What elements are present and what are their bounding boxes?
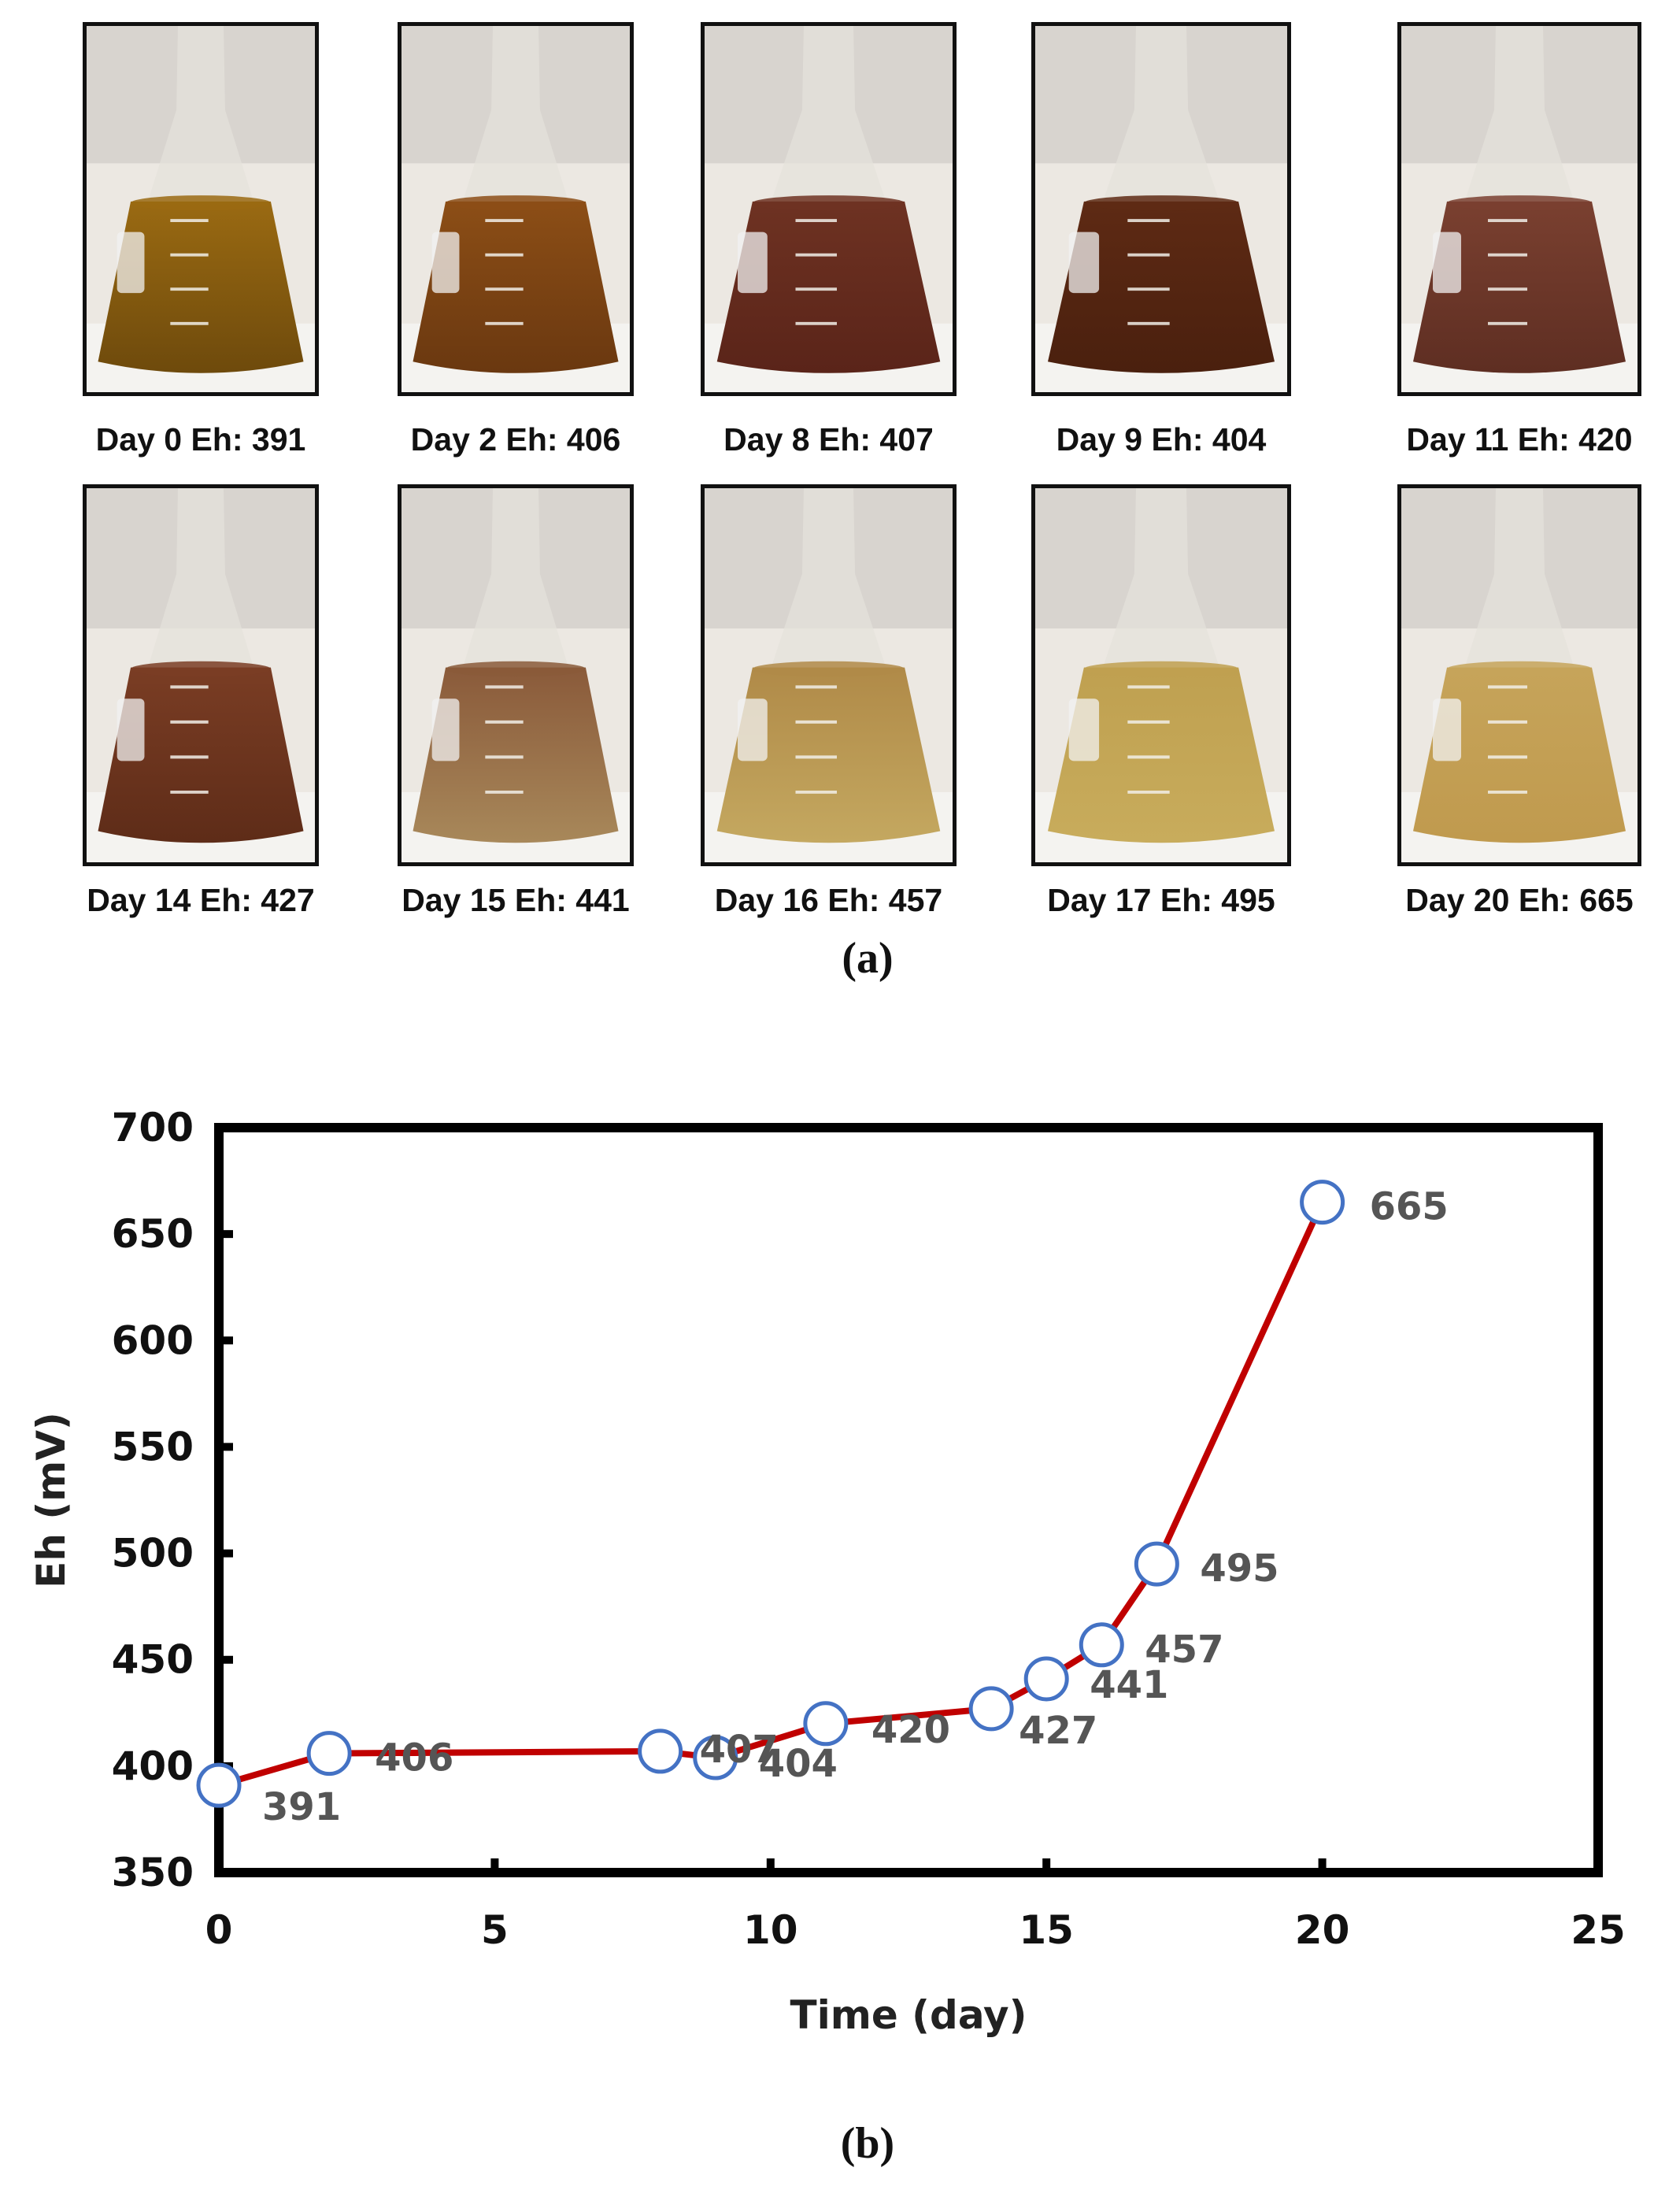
y-axis-title: Eh (mV) (28, 1412, 74, 1588)
flask-caption: Day 2 Eh: 406 (410, 421, 621, 458)
data-label: 495 (1200, 1547, 1279, 1591)
data-point (1079, 1622, 1124, 1668)
photo-grid: Day 0 Eh: 391 Day 2 Eh: 406 Day 8 Eh: 407 D… (0, 0, 1680, 1000)
flask-photo (398, 484, 634, 866)
data-label: 404 (759, 1742, 838, 1786)
flask-photo (701, 22, 957, 396)
flask-caption: Day 8 Eh: 407 (723, 421, 934, 458)
panel-label-a: (a) (842, 934, 894, 983)
flask-caption: Day 17 Eh: 495 (1047, 882, 1275, 918)
plot-frame (214, 1123, 1603, 1877)
flask-photo (701, 484, 957, 866)
flask-photo (1397, 484, 1641, 866)
eh-series-line (217, 1200, 1326, 1789)
flask-photo (398, 22, 634, 396)
data-point (693, 1735, 738, 1780)
panel-label-b: (b) (840, 2119, 895, 2168)
flask-caption: Day 0 Eh: 391 (95, 421, 306, 458)
flask-photo (1397, 22, 1641, 396)
data-label: 665 (1370, 1185, 1449, 1229)
x-tick-label: 10 (743, 1907, 798, 1953)
data-label: 407 (700, 1728, 779, 1772)
flask-caption: Day 11 Eh: 420 (1406, 421, 1633, 458)
data-point (1134, 1541, 1179, 1587)
data-label: 441 (1090, 1663, 1168, 1707)
y-tick-label: 650 (112, 1211, 194, 1257)
x-tick-label: 25 (1571, 1907, 1626, 1953)
y-tick-label: 550 (112, 1424, 194, 1469)
flask-caption: Day 15 Eh: 441 (401, 882, 630, 918)
x-tick-label: 5 (481, 1907, 509, 1953)
data-point (638, 1728, 683, 1774)
flask-photo (83, 22, 319, 396)
data-point (196, 1762, 242, 1808)
data-label: 427 (1019, 1709, 1097, 1753)
data-label: 420 (871, 1708, 950, 1752)
flask-photo (1031, 22, 1291, 396)
flask-photo (1031, 484, 1291, 866)
y-tick-label: 700 (112, 1105, 194, 1150)
y-tick-label: 450 (112, 1637, 194, 1683)
flask-caption: Day 20 Eh: 665 (1405, 882, 1634, 918)
eh-line-chart: 350 400 450 500 550 600 650 700 0 5 10 15 20 25 Time (… (28, 1105, 1626, 2038)
data-point (803, 1701, 849, 1747)
flask-caption: Day 9 Eh: 404 (1056, 421, 1267, 458)
x-tick-label: 15 (1019, 1907, 1074, 1953)
data-label: 391 (262, 1785, 341, 1829)
y-tick-label: 350 (112, 1850, 194, 1895)
flask-caption: Day 16 Eh: 457 (714, 882, 943, 918)
flask-caption: Day 14 Eh: 427 (87, 882, 315, 918)
data-point (1300, 1180, 1345, 1225)
data-point (1023, 1656, 1069, 1702)
data-point (306, 1731, 352, 1777)
y-tick-label: 400 (112, 1743, 194, 1789)
x-tick-label: 20 (1295, 1907, 1350, 1953)
y-tick-label: 500 (112, 1531, 194, 1577)
y-tick-label: 600 (112, 1317, 194, 1363)
data-point (968, 1686, 1014, 1732)
data-label: 406 (375, 1736, 453, 1780)
x-tick-label: 0 (205, 1907, 233, 1953)
data-label: 457 (1145, 1628, 1223, 1672)
x-axis-title: Time (day) (790, 1992, 1027, 2038)
flask-photo (83, 484, 319, 866)
